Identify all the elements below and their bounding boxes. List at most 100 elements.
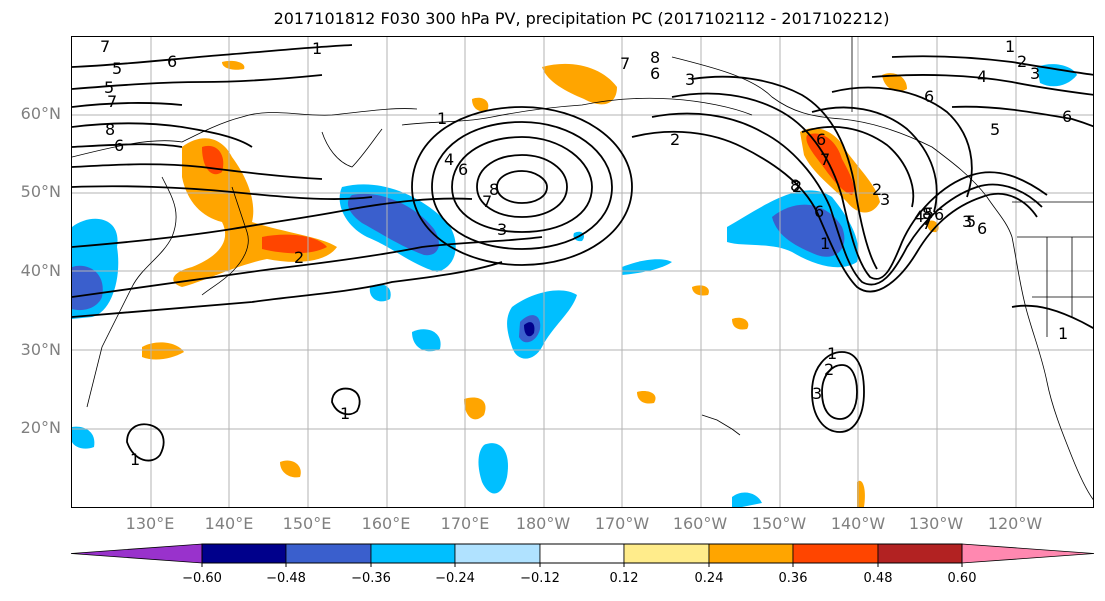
contour-label: 2 <box>670 130 680 149</box>
pos-area-small-2 <box>464 397 486 420</box>
alaska-coast <box>671 56 1013 238</box>
colorbar-tick-label: −0.24 <box>435 571 475 586</box>
contour-label: 5 <box>990 120 1000 139</box>
north-america-coast <box>1011 236 1093 500</box>
colorbar-segment <box>708 543 794 564</box>
contour-flow-8 <box>72 102 183 108</box>
contour-label: 5 <box>104 78 114 97</box>
colorbar-segment <box>454 543 541 564</box>
neg-area-east-pacific-core <box>772 204 845 257</box>
contour-label: 4 <box>914 207 924 226</box>
colorbar-segment <box>961 543 1095 564</box>
lon-label: 140°W <box>830 514 886 533</box>
contour-label: 1 <box>130 450 140 469</box>
ridge-2 <box>811 106 938 213</box>
lon-label: 150°W <box>751 514 807 533</box>
contour-label: 1 <box>827 344 837 363</box>
contour-label: 8 <box>105 120 115 139</box>
colorbar-tick-label: 0.12 <box>609 571 639 586</box>
cyclone-ring-5 <box>496 170 548 204</box>
contour-flow-5 <box>72 163 323 180</box>
pv-contours <box>72 44 1093 462</box>
contour-flow-9 <box>72 74 323 90</box>
trough-2 <box>651 112 1043 286</box>
lat-label: 50°N <box>20 182 61 201</box>
contour-label: 3 <box>1030 64 1040 83</box>
ne-flow-3 <box>951 105 1093 128</box>
contour-label: 2 <box>1017 52 1027 71</box>
colorbar-outline <box>201 543 963 564</box>
contour-label: 3 <box>685 70 695 89</box>
contour-label: 7 <box>107 92 117 111</box>
contour-label-layer: 7 6 5 5 7 8 6 1 2 8 7 6 3 1 4 6 8 7 3 2 … <box>100 37 1072 469</box>
contour-label: 7 <box>620 54 630 73</box>
contour-flow-6 <box>72 143 183 148</box>
pos-area-small-5 <box>857 480 865 507</box>
colorbar-segment <box>623 543 710 564</box>
pos-area-small-7 <box>222 60 245 70</box>
lon-label: 130°E <box>125 514 175 533</box>
contour-label: 1 <box>437 109 447 128</box>
japan <box>201 186 249 296</box>
contour-label: 4 <box>977 67 987 86</box>
colorbar-segment <box>70 543 203 564</box>
pos-area-small-1 <box>142 342 184 360</box>
cyclone-ring-2 <box>431 121 613 250</box>
cyclone-ring-4 <box>476 154 568 218</box>
contour-label: 2 <box>824 360 834 379</box>
colorbar-tick-label: −0.60 <box>182 571 222 586</box>
contour-label: 7 <box>820 150 830 169</box>
contour-label: 6 <box>934 205 944 224</box>
contour-label: 6 <box>114 136 124 155</box>
contour-label: 6 <box>1062 107 1072 126</box>
colorbar-segment <box>201 543 287 564</box>
contour-label: 8 <box>790 176 800 195</box>
contour-flow-1 <box>72 261 503 318</box>
map-title: 2017101812 F030 300 hPa PV, precipitatio… <box>273 9 890 28</box>
lat-label: 30°N <box>20 340 61 359</box>
ridge-1 <box>801 126 915 208</box>
contour-label: 5 <box>924 204 934 223</box>
lon-label: 180°W <box>515 514 571 533</box>
ridge-3 <box>831 86 973 198</box>
contour-label: 1 <box>1058 324 1068 343</box>
neg-area-central-dark <box>524 322 535 337</box>
cutoff-low-2 <box>821 364 858 420</box>
colorbar-tick-label: −0.48 <box>266 571 306 586</box>
hawaii <box>701 414 741 436</box>
graticule <box>72 37 1093 507</box>
neg-area-small-6 <box>732 492 762 507</box>
pos-area-small-10 <box>927 220 939 233</box>
contour-label: 2 <box>792 177 802 196</box>
contour-label: 3 <box>812 384 822 403</box>
contour-label: 6 <box>650 64 660 83</box>
contour-label: 8 <box>650 48 660 67</box>
cyclone-ring-1 <box>451 136 593 233</box>
colorbar-tick-label: 0.48 <box>863 571 893 586</box>
colorbar-tick-label: 0.24 <box>694 571 724 586</box>
contour-flow-3 <box>72 197 473 248</box>
lon-label: 150°E <box>282 514 332 533</box>
lat-label: 60°N <box>20 104 61 123</box>
lon-label: 120°W <box>987 514 1043 533</box>
contour-label: 5 <box>966 212 976 231</box>
cyclone-ring-3 <box>411 106 633 266</box>
contour-label: 3 <box>962 212 972 231</box>
contour-label: 6 <box>977 219 987 238</box>
neg-area-small-2 <box>412 329 441 352</box>
contour-flow-7 <box>72 122 253 148</box>
ne-flow-2 <box>871 74 1093 96</box>
colorbar-segment <box>877 543 963 564</box>
contour-label: 7 <box>100 37 110 56</box>
contour-flow-10 <box>72 44 353 68</box>
lon-label: 160°E <box>361 514 411 533</box>
contour-flow-2 <box>72 236 543 298</box>
se-contour <box>1011 304 1093 329</box>
kamchatka <box>321 128 383 168</box>
pos-area-japan-core-2 <box>262 234 327 254</box>
trough-1 <box>631 130 1038 293</box>
lon-label: 130°W <box>908 514 964 533</box>
colorbar-tick-label: −0.36 <box>351 571 391 586</box>
contour-label: 6 <box>816 130 826 149</box>
